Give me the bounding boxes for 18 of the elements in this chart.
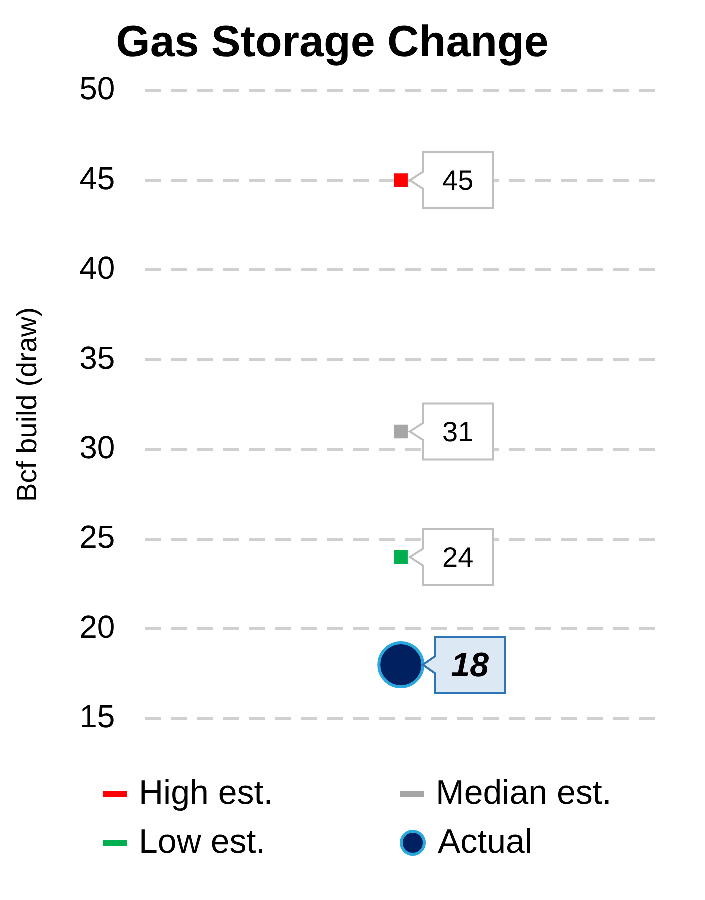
data-label: 18 <box>451 646 490 684</box>
y-tick-label: 25 <box>80 519 116 556</box>
legend-label: Actual <box>438 823 532 862</box>
chart-title: Gas Storage Change <box>116 18 549 67</box>
y-tick-label: 45 <box>80 160 116 196</box>
data-label: 45 <box>442 165 474 196</box>
data-label: 31 <box>442 416 474 448</box>
legend-label: High est. <box>139 774 274 813</box>
legend-label: Low est. <box>139 823 266 862</box>
data-label: 24 <box>442 542 474 574</box>
y-tick-label: 40 <box>80 250 116 286</box>
y-tick-label: 35 <box>80 340 116 376</box>
y-tick-label: 15 <box>80 698 116 735</box>
y-tick-label: 50 <box>80 70 116 107</box>
y-tick-label: 30 <box>80 429 116 466</box>
y-tick-label: 20 <box>80 608 116 645</box>
legend-label: Median est. <box>436 774 612 813</box>
y-axis-title: Bcf build (draw) <box>12 308 43 502</box>
